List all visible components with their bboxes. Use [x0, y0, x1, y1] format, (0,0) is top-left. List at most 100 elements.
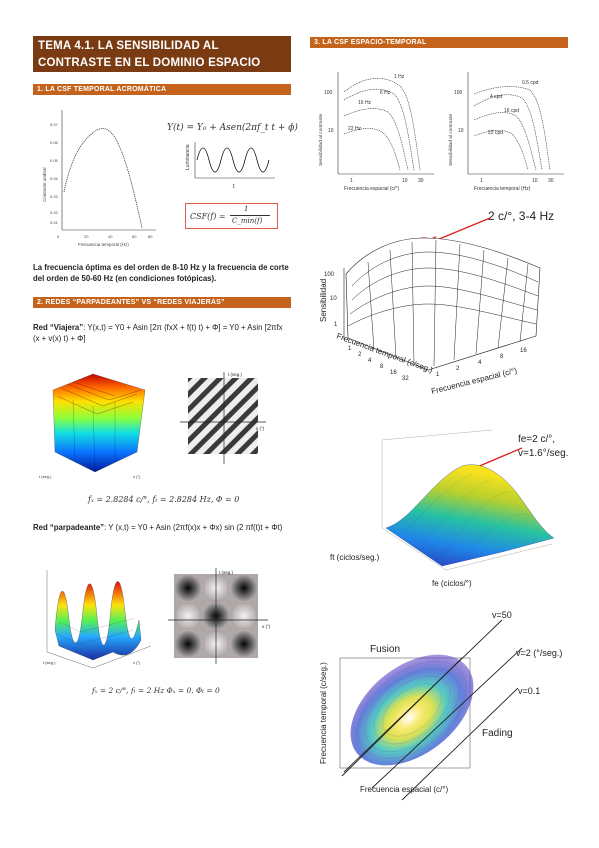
flicker-space-label: x (°): [133, 660, 141, 665]
wireframe-surface: [345, 237, 541, 371]
x-axis-label: Frecuencia temporal (Hz): [474, 186, 531, 192]
wave-x-label: t: [233, 184, 235, 190]
viajera-3d-surface: t (seg.) x (°): [39, 373, 146, 479]
y-tick: 0.07: [50, 122, 59, 127]
x-tick: 1: [480, 178, 483, 184]
wave-y-label: Luminancia: [185, 144, 191, 170]
curve-label: 22 Hz: [348, 126, 362, 132]
xt-x-label: x (°): [256, 426, 265, 431]
x-tick: 2: [358, 352, 362, 358]
y-tick: 10: [458, 128, 464, 134]
y-tick: 10: [328, 128, 334, 134]
x-tick: 10: [532, 178, 538, 184]
z-tick: 10: [330, 296, 337, 302]
y-tick: 0.01: [50, 220, 59, 225]
temporal-csf-family-chart: 100 10 1 10 30 Frecuencia temporal (Hz) …: [448, 72, 564, 192]
y-tick: 1: [436, 372, 440, 378]
x-tick: 0: [57, 234, 60, 239]
x-tick: 32: [402, 376, 409, 382]
y-tick: 0.05: [50, 158, 59, 163]
colored-x-label: ft (ciclos/seg.): [330, 553, 380, 562]
csf-formula-den: C_min(f): [232, 217, 263, 225]
x-tick: 20: [84, 234, 89, 239]
contour-x-label: Frecuencia espacial (c/°): [360, 785, 448, 794]
x-tick: 1: [348, 346, 352, 352]
parpadeante-title: Red “parpadeante”: [33, 523, 105, 532]
velocity-line-2: [371, 647, 523, 789]
y-axis-label: Sensibilidad al contraste: [448, 114, 454, 166]
colored-annotation-1: fe=2 c/°,: [518, 434, 555, 445]
parpadeante-caption: fₓ = 2 c/°, fₜ = 2 Hz Φₓ = 0, Φₜ = 0: [92, 686, 220, 695]
v2-label: v=2 (°/seg.): [516, 648, 562, 658]
section-2-header: 2. REDES “PARPADEANTES” VS “REDES VIAJER…: [33, 297, 291, 308]
x-axis-label: Frecuencia temporal (Hz): [78, 242, 129, 247]
section-3-header: 3. LA CSF ESPACIO-TEMPORAL: [310, 37, 568, 48]
temporal-csf-chart: 0.07 0.06 0.05 0.04 0.03 0.02 0.01 0 20 …: [42, 110, 156, 247]
x-tick: 40: [108, 234, 113, 239]
sine-path: [196, 147, 270, 173]
surface-z-label: Sensibilidad: [319, 279, 328, 322]
sinusoid-wave: Luminancia t: [185, 142, 275, 190]
y-tick: 4: [478, 360, 482, 366]
viajera-description: Red “Viajera”: Y(x,t) = Y0 + Asin [2π (f…: [33, 322, 291, 344]
z-tick: 1: [334, 322, 338, 328]
page-title: TEMA 4.1. LA SENSIBILIDAD AL CONTRASTE E…: [33, 36, 291, 86]
fading-label: Fading: [482, 728, 513, 739]
y-axis-label: Contraste umbral: [42, 167, 47, 202]
viajera-space-label: x (°): [133, 474, 141, 479]
spatial-csf-family-chart: 100 10 1 10 30 Frecuencia espacial (c/°)…: [318, 72, 434, 192]
curve-label: 22 cpd: [488, 130, 503, 136]
csf-curve: [63, 128, 143, 229]
parpadeante-xt-diagram: t (seg.) x (°): [168, 568, 271, 664]
y-tick: 0.04: [50, 176, 59, 181]
x-tick: 8: [380, 364, 384, 370]
viajera-title: Red “Viajera”: [33, 323, 84, 332]
x-tick: 16: [390, 370, 397, 376]
section-1-text: La frecuencia óptima es del orden de 8-1…: [33, 263, 289, 283]
flicker-xt-t-label: t (seg.): [219, 570, 234, 575]
colored-y-label: fe (ciclos/°): [432, 579, 472, 588]
parpadeante-3d-surface: t (seg.) x (°): [43, 570, 152, 669]
viajera-caption: fₓ = 2.8284 c/°, fₜ = 2.8284 Hz, Φ = 0: [88, 495, 240, 504]
x-tick: 80: [148, 234, 153, 239]
fusion-fading-contour: v=50 v=2 (°/seg.) v=0.1 Fusion Fading Fr…: [319, 610, 562, 801]
y-tick: 0.02: [50, 210, 59, 215]
spatiotemporal-csf-surface: 2 c/°, 3-4 Hz Sensibilidad 100 10 1 1 2 …: [319, 209, 554, 396]
y-tick: 8: [500, 354, 504, 360]
v50-label: v=50: [492, 610, 512, 620]
x-tick: 30: [418, 178, 424, 184]
csf-formula-num: 1: [244, 205, 249, 213]
viajera-time-label: t (seg.): [39, 474, 52, 479]
flicker-xt-x-label: x (°): [262, 624, 271, 629]
xt-t-label: t (seg.): [228, 372, 243, 377]
viajera-xt-diagram: t (seg.) x (°): [180, 372, 266, 464]
parpadeante-formula: : Y (x,t) = Y0 + Asin (2πf(x)x + Φx) sin…: [104, 523, 283, 532]
csf-formula-lhs: CSF(f) =: [190, 212, 226, 221]
velocity-line-0-1: [401, 687, 519, 801]
curve-label: 1 Hz: [394, 74, 405, 80]
x-tick: 1: [350, 178, 353, 184]
contour-y-label: Frecuencia temporal (c/seg.): [319, 662, 328, 764]
x-tick: 10: [402, 178, 408, 184]
diagonal-line: [341, 657, 463, 777]
z-tick: 100: [324, 272, 335, 278]
section-1-header: 1. LA CSF TEMPORAL ACROMÁTICA: [33, 84, 291, 95]
curve-label: 0.5 cpd: [522, 80, 539, 86]
viajera-formula: : Y(x,t) = Y0 + Asin [2π (fxX + f(t) t) …: [33, 323, 283, 343]
v01-label: v=0.1: [518, 686, 540, 696]
formula-luminance: Y(t) = Y₀ + Asen(2πf_t t + ϕ): [167, 123, 298, 133]
x-axis-label: Frecuencia espacial (c/°): [344, 186, 399, 192]
y-tick: 0.03: [50, 194, 59, 199]
x-tick: 4: [368, 358, 372, 364]
y-tick: 0.06: [50, 140, 59, 145]
curve-label: 16 Hz: [358, 100, 372, 106]
surface-y-label: Frecuencia espacial (c/°): [430, 366, 518, 396]
colored-annotation-2: v=1.6°/seg.: [518, 448, 568, 459]
y-axis-label: Sensibilidad al contraste: [318, 114, 324, 166]
y-tick: 100: [454, 90, 463, 96]
surface-peak-annotation: 2 c/°, 3-4 Hz: [488, 209, 554, 223]
curve-label: 4 cpd: [490, 94, 502, 100]
y-tick: 16: [520, 348, 527, 354]
flicker-time-label: t (seg.): [43, 660, 56, 665]
curve-label: 16 cpd: [504, 108, 519, 114]
